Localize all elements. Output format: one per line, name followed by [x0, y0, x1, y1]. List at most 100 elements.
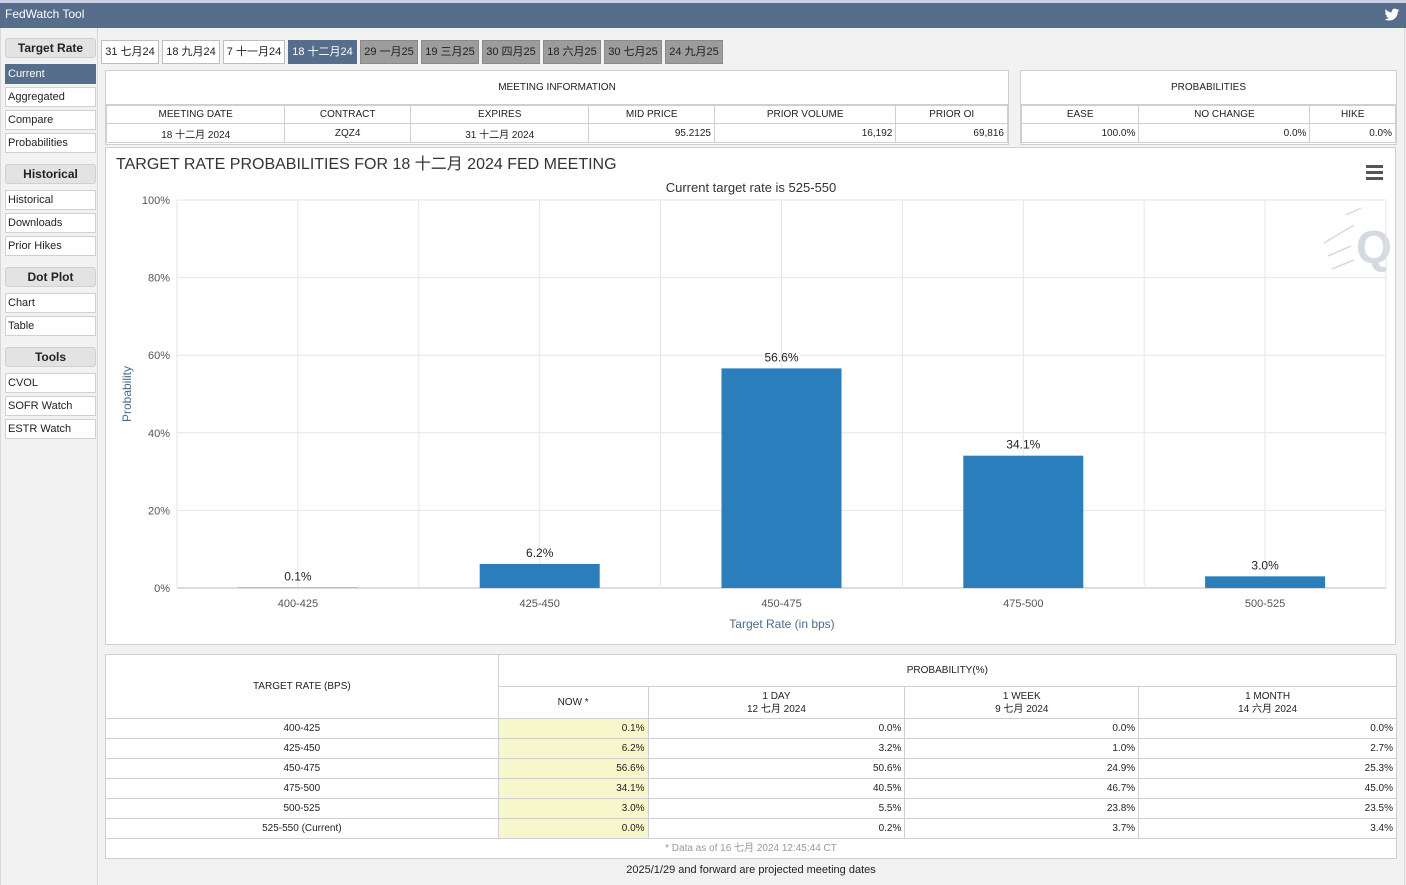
col-header-line2: 12 七月 2024 [746, 703, 806, 715]
tab-meeting-0[interactable]: 31 七月24 [101, 40, 159, 64]
tab-meeting-3[interactable]: 18 十二月24 [288, 40, 357, 64]
rate-cell: 475-500 [105, 778, 499, 799]
probability-cell: 6.2% [497, 738, 649, 759]
col-header-3: 1 MONTH 14 六月 2024 [1138, 686, 1397, 719]
rate-cell: 500-525 [105, 798, 499, 819]
sidebar-item-prior-hikes[interactable]: Prior Hikes [5, 236, 96, 256]
col-contract: CONTRACT [284, 105, 412, 124]
table-row: 425-450 6.2% 3.2% 1.0% 2.7% [105, 738, 1397, 759]
col-meeting-date: MEETING DATE [105, 105, 286, 124]
menu-bar [1366, 165, 1383, 168]
tab-meeting-4[interactable]: 29 一月25 [360, 40, 418, 64]
x-axis-title: Target Rate (in bps) [729, 617, 834, 631]
col-header-line1: NOW * [557, 697, 589, 708]
sidebar-item-downloads[interactable]: Downloads [5, 213, 96, 233]
sidebar-heading-tools: Tools [5, 347, 96, 367]
probability-cell: 0.2% [647, 818, 906, 839]
col-header-0[interactable]: NOW * [497, 686, 649, 719]
tab-meeting-2[interactable]: 7 十一月24 [223, 40, 285, 64]
q-logo-icon: Q [1323, 207, 1392, 273]
probability-cell: 0.0% [904, 718, 1140, 739]
sidebar-heading-target-rate: Target Rate [5, 38, 96, 58]
projected-dates-footer: 2025/1/29 and forward are projected meet… [626, 864, 876, 876]
sidebar-item-compare[interactable]: Compare [5, 110, 96, 130]
y-axis-title: Probability [120, 366, 134, 422]
probability-cell: 46.7% [904, 778, 1140, 799]
menu-bar [1366, 171, 1383, 174]
value-hike: 0.0% [1309, 123, 1396, 143]
y-tick-label: 40% [148, 428, 170, 440]
tab-meeting-6[interactable]: 30 四月25 [482, 40, 540, 64]
value-mid-price: 95.2125 [588, 123, 715, 143]
probability-cell: 45.0% [1138, 778, 1397, 799]
probabilities-heading: PROBABILITIES [1021, 71, 1396, 105]
bar-475-500[interactable] [963, 455, 1084, 588]
q-logo-stroke [1331, 259, 1355, 270]
col-header-1: 1 DAY 12 七月 2024 [647, 686, 906, 719]
probability-cell: 0.0% [497, 818, 649, 839]
sidebar-item-aggregated[interactable]: Aggregated [5, 87, 96, 107]
x-tick-label: 425-450 [520, 598, 560, 610]
tab-meeting-1[interactable]: 18 九月24 [162, 40, 220, 64]
y-tick-label: 80% [148, 273, 170, 285]
sidebar-item-cvol[interactable]: CVOL [5, 373, 96, 393]
meeting-info-heading: MEETING INFORMATION [106, 71, 1008, 105]
probability-cell: 3.7% [904, 818, 1140, 839]
chart-canvas: TARGET RATE PROBABILITIES FOR 18 十二月 202… [116, 155, 1392, 631]
value-prior-volume: 16,192 [713, 123, 897, 143]
sidebar-item-estr-watch[interactable]: ESTR Watch [5, 419, 96, 439]
y-tick-label: 60% [148, 350, 170, 362]
x-tick-label: 500-525 [1245, 598, 1285, 610]
tab-meeting-9[interactable]: 24 九月25 [665, 40, 723, 64]
q-logo-stroke [1345, 207, 1362, 216]
probability-table-panel: TARGET RATE (BPS) PROBABILITY(%) NOW * 1 … [105, 654, 1398, 859]
data-label: 6.2% [526, 546, 554, 560]
col-header-line1: 1 WEEK [1002, 690, 1041, 702]
twitter-icon[interactable] [1384, 7, 1400, 23]
col-header-line1: 1 DAY [762, 690, 791, 702]
bar-500-525[interactable] [1205, 576, 1326, 588]
probability-cell: 2.7% [1138, 738, 1397, 759]
probability-cell: 24.9% [904, 758, 1140, 779]
sidebar-item-current[interactable]: Current [5, 64, 96, 84]
col-header-line2: 14 六月 2024 [1238, 703, 1298, 715]
chart-menu-icon[interactable] [1366, 165, 1383, 180]
col-mid-price: MID PRICE [588, 105, 715, 124]
tab-meeting-8[interactable]: 30 七月25 [604, 40, 662, 64]
q-logo-stroke [1323, 224, 1355, 244]
sidebar-item-sofr-watch[interactable]: SOFR Watch [5, 396, 96, 416]
col-header-2: 1 WEEK 9 七月 2024 [904, 686, 1140, 719]
table-row: 400-425 0.1% 0.0% 0.0% 0.0% [105, 718, 1397, 739]
spacer [5, 339, 96, 347]
probability-cell: 0.1% [497, 718, 649, 739]
sidebar-item-historical[interactable]: Historical [5, 190, 96, 210]
rate-cell: 450-475 [105, 758, 499, 779]
rate-cell: 525-550 (Current) [105, 818, 499, 839]
target-rate-header: TARGET RATE (BPS) [105, 654, 499, 719]
bar-425-450[interactable] [479, 563, 600, 588]
col-header-line2: 9 七月 2024 [995, 703, 1049, 715]
data-label: 0.1% [284, 570, 312, 584]
probability-cell: 25.3% [1138, 758, 1397, 779]
sidebar-item-chart[interactable]: Chart [5, 293, 96, 313]
probabilities-panel: PROBABILITIES EASE NO CHANGE HIKE 100.0% 0.… [1020, 70, 1397, 145]
value-ease: 100.0% [1020, 123, 1140, 143]
meeting-info-table: MEETING DATE CONTRACT EXPIRES MID PRICE PRIO… [105, 105, 1008, 143]
table-row: 475-500 34.1% 40.5% 46.7% 45.0% [105, 778, 1397, 799]
value-contract: ZQZ4 [284, 123, 412, 143]
data-label: 34.1% [1006, 438, 1040, 452]
data-label: 3.0% [1251, 558, 1279, 572]
table-row: 450-475 56.6% 50.6% 24.9% 25.3% [105, 758, 1397, 779]
rate-cell: 425-450 [105, 738, 499, 759]
col-prior-volume: PRIOR VOLUME [713, 105, 897, 124]
sidebar-item-table[interactable]: Table [5, 316, 96, 336]
sidebar-item-probabilities[interactable]: Probabilities [5, 133, 96, 153]
tab-meeting-5[interactable]: 19 三月25 [421, 40, 479, 64]
tab-meeting-7[interactable]: 18 六月25 [543, 40, 601, 64]
bar-450-475[interactable] [721, 368, 842, 588]
divider [1404, 28, 1405, 885]
table-row: 525-550 (Current) 0.0% 0.2% 3.7% 3.4% [105, 818, 1397, 839]
y-tick-label: 100% [142, 195, 170, 207]
probability-cell: 23.5% [1138, 798, 1397, 819]
menu-bar [1366, 177, 1383, 180]
